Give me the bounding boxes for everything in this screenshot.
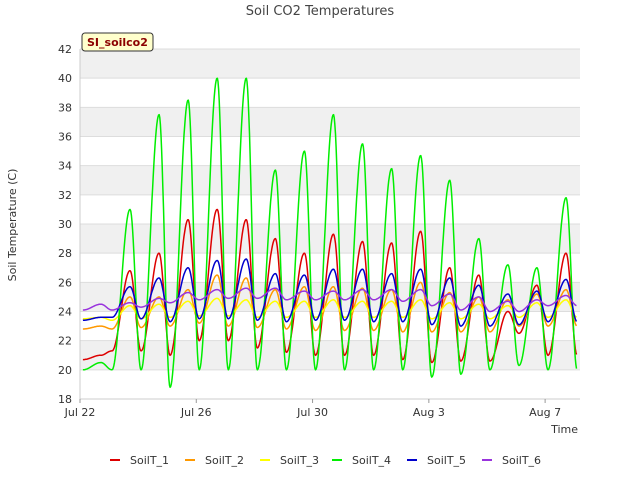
x-tick-label: Jul 22	[64, 406, 96, 419]
legend-label: SoilT_4	[352, 454, 391, 467]
legend-label: SoilT_3	[280, 454, 319, 467]
y-tick-label: 34	[58, 160, 72, 173]
badge: SI_soilco2	[81, 32, 154, 52]
y-tick-label: 38	[58, 101, 72, 114]
legend-label: SoilT_5	[427, 454, 466, 467]
x-tick-label: Jul 30	[296, 406, 328, 419]
x-tick-label: Jul 26	[180, 406, 212, 419]
y-tick-label: 36	[58, 131, 72, 144]
legend-label: SoilT_2	[205, 454, 244, 467]
axes: 18 20 22 24 26 28 30 32 34 36 38 40 42 Jul 22 Jul 26 Ju…	[58, 43, 580, 419]
series-line-soilt_6	[82, 287, 577, 313]
legend: SoilT_1 SoilT_2 SoilT_3 SoilT_4 SoilT_5 SoilT…	[110, 454, 541, 467]
chart-title: Soil CO2 Temperatures	[246, 4, 395, 19]
series-group	[82, 77, 578, 389]
y-tick-label: 28	[58, 247, 72, 260]
badge-label: SI_soilco2	[87, 36, 148, 49]
x-tick-label: Aug 3	[413, 406, 445, 419]
plot-band	[80, 165, 580, 195]
legend-label: SoilT_1	[130, 454, 169, 467]
y-tick-label: 42	[58, 43, 72, 56]
x-axis-label: Time	[550, 423, 578, 436]
y-tick-label: 22	[58, 335, 72, 348]
legend-label: SoilT_6	[502, 454, 541, 467]
plot-band	[80, 340, 580, 370]
series-line-soilt_4	[82, 77, 578, 389]
series-line-soilt_5	[82, 258, 578, 327]
series-line-soilt_3	[82, 297, 577, 322]
plot-band	[80, 78, 580, 108]
plot-band	[80, 194, 580, 224]
plot-band	[80, 369, 580, 399]
y-tick-label: 40	[58, 72, 72, 85]
y-tick-label: 32	[58, 189, 72, 202]
y-tick-label: 24	[58, 306, 72, 319]
y-tick-label: 18	[58, 393, 72, 406]
y-tick-label: 26	[58, 276, 72, 289]
plot-band	[80, 49, 580, 79]
y-tick-label: 30	[58, 218, 72, 231]
y-tick-label: 20	[58, 364, 72, 377]
y-axis-label: Soil Temperature (C)	[6, 169, 19, 282]
x-tick-label: Aug 7	[529, 406, 561, 419]
